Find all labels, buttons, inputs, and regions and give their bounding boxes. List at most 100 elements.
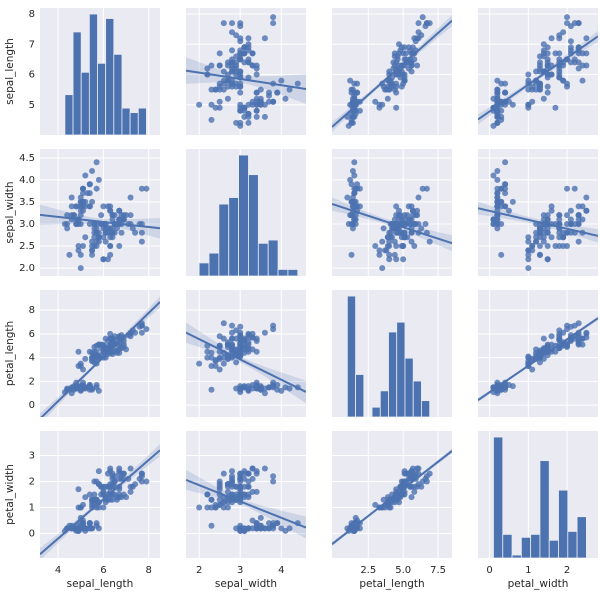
- scatter-point: [82, 355, 89, 362]
- panel: [186, 8, 306, 135]
- scatter-point: [143, 478, 150, 485]
- scatter-point: [80, 501, 87, 508]
- scatter-point: [68, 194, 75, 201]
- panel: [40, 431, 160, 558]
- scatter-point: [237, 488, 244, 495]
- scatter-point: [253, 488, 260, 495]
- scatter-point: [423, 20, 430, 27]
- histogram-bar: [105, 18, 115, 135]
- scatter-point: [233, 71, 240, 78]
- scatter-point: [564, 340, 571, 347]
- x-tick-label: 2: [196, 565, 202, 576]
- scatter-point: [241, 44, 248, 51]
- scatter-point: [220, 470, 227, 477]
- scatter-point: [224, 504, 231, 511]
- regression-line: [332, 203, 452, 245]
- scatter-point: [540, 335, 547, 342]
- x-tick-label: 4: [278, 565, 284, 576]
- scatter-point: [502, 159, 509, 166]
- scatter-point: [556, 336, 563, 343]
- scatter-point: [253, 470, 260, 477]
- scatter-point: [245, 101, 252, 108]
- scatter-point: [414, 62, 421, 69]
- scatter-point: [544, 50, 551, 57]
- scatter-point: [349, 212, 356, 219]
- scatter-point: [382, 86, 389, 93]
- scatter-point: [257, 522, 264, 529]
- scatter-point: [494, 194, 501, 201]
- scatter-point: [208, 362, 215, 369]
- scatter-point: [216, 62, 223, 69]
- scatter-point: [509, 383, 516, 390]
- panel: [40, 149, 160, 276]
- scatter-point: [216, 501, 223, 508]
- scatter-point: [84, 384, 91, 391]
- scatter-point: [212, 358, 219, 365]
- scatter-point: [233, 32, 240, 39]
- scatter-point: [266, 98, 273, 105]
- scatter-point: [544, 225, 551, 232]
- regression-line: [186, 478, 306, 529]
- scatter-point: [80, 520, 87, 527]
- scatter-point: [93, 522, 100, 529]
- scatter-point: [525, 247, 532, 254]
- scatter-point: [208, 101, 215, 108]
- scatter-point: [245, 483, 252, 490]
- scatter-point: [104, 351, 111, 358]
- scatter-point: [525, 256, 532, 263]
- scatter-point: [75, 348, 82, 355]
- scatter-point: [575, 203, 582, 210]
- scatter-point: [270, 473, 277, 480]
- scatter-point: [100, 234, 107, 241]
- scatter-point: [386, 243, 393, 250]
- histogram-bar: [346, 295, 356, 417]
- scatter-point: [127, 465, 134, 472]
- histogram-bar: [379, 390, 389, 417]
- scatter-point: [116, 470, 123, 477]
- scatter-point: [233, 119, 240, 126]
- scatter-point: [348, 251, 355, 258]
- scatter-point: [571, 185, 578, 192]
- scatter-point: [208, 62, 215, 69]
- histogram-bar: [287, 269, 299, 276]
- histogram-bar: [502, 533, 513, 558]
- scatter-point: [411, 220, 418, 227]
- scatter-point: [261, 35, 268, 42]
- scatter-point: [68, 212, 75, 219]
- plot-area: [186, 320, 306, 404]
- scatter-point: [379, 265, 386, 272]
- scatter-point: [116, 475, 123, 482]
- scatter-point: [138, 478, 145, 485]
- scatter-point: [498, 198, 505, 205]
- scatter-point: [229, 335, 236, 342]
- scatter-point: [75, 243, 82, 250]
- scatter-point: [245, 525, 252, 532]
- scatter-point: [132, 481, 139, 488]
- x-tick-label: 0: [486, 565, 492, 576]
- scatter-point: [502, 190, 509, 197]
- scatter-point: [241, 113, 248, 120]
- scatter-point: [116, 207, 123, 214]
- scatter-point: [382, 247, 389, 254]
- scatter-point: [116, 491, 123, 498]
- scatter-point: [233, 359, 240, 366]
- scatter-point: [376, 101, 383, 108]
- histogram-bar: [558, 489, 569, 558]
- scatter-point: [494, 119, 501, 126]
- scatter-point: [415, 20, 422, 27]
- plot-area: [40, 444, 160, 558]
- scatter-point: [86, 520, 93, 527]
- scatter-point: [89, 238, 96, 245]
- panel: [186, 431, 306, 558]
- y-tick-label: 1: [29, 503, 35, 514]
- scatter-point: [237, 101, 244, 108]
- scatter-point: [245, 47, 252, 54]
- scatter-point: [86, 491, 93, 498]
- scatter-point: [560, 62, 567, 69]
- scatter-point: [229, 468, 236, 475]
- x-axis-label: sepal_width: [215, 578, 277, 590]
- scatter-point: [224, 62, 231, 69]
- scatter-point: [245, 35, 252, 42]
- scatter-point: [261, 113, 268, 120]
- scatter-point: [95, 176, 102, 183]
